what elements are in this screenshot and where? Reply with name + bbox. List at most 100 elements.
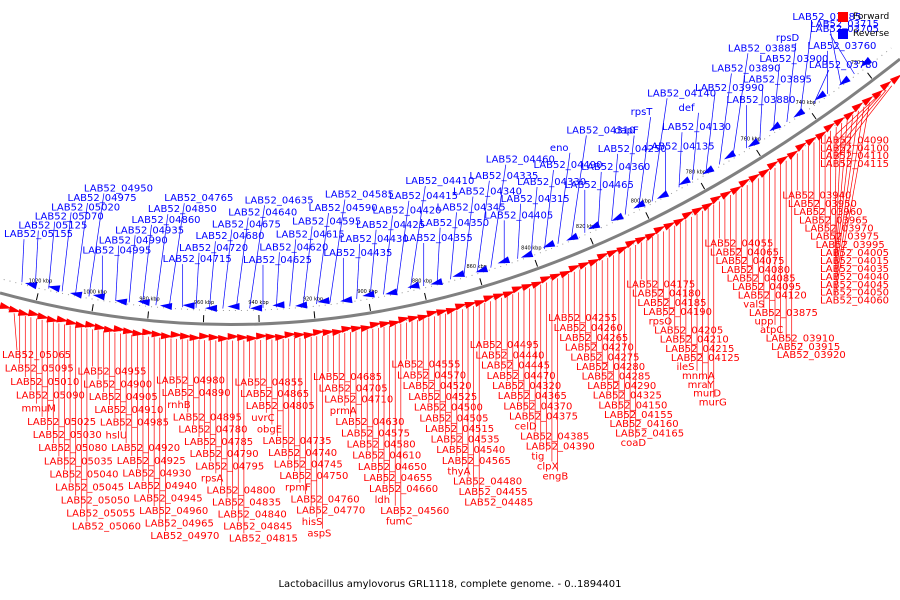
forward-gene-label: LAB52_04280 xyxy=(576,362,645,373)
forward-gene-label: LAB52_04685 xyxy=(313,372,382,383)
reverse-swatch xyxy=(838,28,848,39)
reverse-gene-label: LAB52_04995 xyxy=(82,246,151,257)
forward-gene-arrow xyxy=(776,155,789,166)
reverse-gene-leader xyxy=(530,186,538,255)
forward-gene-label: fumC xyxy=(386,517,413,528)
forward-gene-label: LAB52_04005 xyxy=(820,248,889,259)
reverse-gene-leader xyxy=(409,185,426,290)
forward-gene-arrow xyxy=(464,301,477,309)
reverse-gene-label: LAB52_04635 xyxy=(245,195,314,206)
forward-gene-label: LAB52_04905 xyxy=(89,392,158,403)
forward-gene-arrow xyxy=(388,320,402,328)
scale-tick-label: 1020 kbp xyxy=(29,279,53,285)
reverse-gene-leader xyxy=(829,33,855,75)
reverse-gene-label: LAB52_04340 xyxy=(453,187,522,198)
reverse-gene-leader xyxy=(21,239,25,283)
forward-gene-leader xyxy=(834,89,887,152)
forward-gene-label: atpC xyxy=(760,325,783,336)
forward-gene-label: thyA xyxy=(447,466,470,477)
scale-tick-label: 780 kbp xyxy=(686,169,706,175)
forward-gene-label: LAB52_04520 xyxy=(403,381,472,392)
reverse-gene-leader xyxy=(276,252,280,308)
forward-gene-arrow xyxy=(74,321,88,328)
forward-gene-arrow xyxy=(132,329,145,337)
forward-gene-label: LAB52_04050 xyxy=(820,288,889,299)
forward-gene-label: LAB52_04970 xyxy=(150,531,219,542)
scale-tick-label: 820 kbp xyxy=(576,224,596,230)
forward-gene-arrow xyxy=(37,312,50,320)
reverse-gene-leader xyxy=(638,117,651,209)
forward-gene-label: LAB52_04115 xyxy=(820,159,889,170)
reverse-gene-leader xyxy=(557,152,571,244)
forward-gene-label: LAB52_04890 xyxy=(162,388,231,399)
reverse-gene-arrow xyxy=(385,288,398,296)
genome-backbone xyxy=(0,57,900,326)
forward-gene-arrow xyxy=(160,332,174,340)
reverse-gene-label: LAB52_04680 xyxy=(195,231,264,242)
forward-gene-arrow xyxy=(729,185,743,196)
reverse-gene-arrow xyxy=(860,56,873,67)
forward-gene-label: LAB52_04770 xyxy=(296,506,365,517)
forward-gene-label: LAB52_04185 xyxy=(637,298,706,309)
reverse-gene-label: LAB52_04425 xyxy=(356,220,425,231)
forward-gene-label: LAB52_04650 xyxy=(358,462,427,473)
forward-gene-label: LAB52_04470 xyxy=(487,371,556,382)
reverse-gene-leader xyxy=(396,200,410,292)
reverse-gene-leader xyxy=(48,221,56,289)
scale-tick-label: 740 kbp xyxy=(796,100,816,106)
forward-gene-label: LAB52_04085 xyxy=(727,273,796,284)
forward-gene-label: LAB52_04760 xyxy=(291,494,360,505)
forward-gene-label: tig xyxy=(531,452,544,463)
forward-gene-arrow xyxy=(814,130,827,141)
forward-gene-label: LAB52_04045 xyxy=(820,280,889,291)
reverse-gene-label: LAB52_03880 xyxy=(726,95,795,106)
forward-gene-label: LAB52_05060 xyxy=(72,522,141,533)
reverse-gene-arrow xyxy=(159,302,173,310)
forward-gene-label: LAB52_04180 xyxy=(632,289,701,300)
scale-tick-label: 760 kbp xyxy=(741,137,761,143)
reverse-gene-leader xyxy=(732,53,749,157)
forward-gene-arrow xyxy=(103,325,116,333)
forward-gene-label: LAB52_04925 xyxy=(117,456,186,467)
scale-tick-label: 800 kbp xyxy=(631,198,651,204)
forward-gene-label: LAB52_04055 xyxy=(704,238,773,249)
forward-gene-label: ldh xyxy=(375,495,390,506)
legend-reverse-label: Reverse xyxy=(853,28,890,39)
forward-gene-label: LAB52_04325 xyxy=(593,391,662,402)
forward-gene-arrow xyxy=(624,239,638,249)
forward-gene-label: LAB52_04120 xyxy=(738,291,807,302)
forward-gene-arrow xyxy=(46,315,59,323)
reverse-gene-arrow xyxy=(747,137,760,148)
forward-gene-label: LAB52_04150 xyxy=(598,400,667,411)
forward-gene-arrow xyxy=(587,258,601,267)
reverse-gene-arrow xyxy=(250,304,263,312)
forward-gene-label: LAB52_04710 xyxy=(324,395,393,406)
forward-gene-label: LAB52_04165 xyxy=(615,429,684,440)
reverse-gene-leader xyxy=(302,226,313,306)
scale-tick xyxy=(91,304,94,312)
forward-gene-label: LAB52_04155 xyxy=(604,410,673,421)
forward-gene-label: LAB52_04660 xyxy=(369,484,438,495)
reverse-gene-leader xyxy=(436,227,441,283)
forward-gene-label: LAB52_04125 xyxy=(671,353,740,364)
forward-gene-label: LAB52_03915 xyxy=(771,342,840,353)
reverse-gene-arrow xyxy=(814,90,827,101)
reverse-gene-label: LAB52_04850 xyxy=(148,204,217,215)
reverse-gene-leader xyxy=(61,212,72,292)
forward-gene-label: LAB52_04895 xyxy=(173,412,242,423)
reverse-gene-arrow xyxy=(47,285,61,293)
forward-gene-arrow xyxy=(871,89,884,100)
forward-gene-label: rnhB xyxy=(167,400,191,411)
reverse-gene-label: LAB52_04355 xyxy=(404,233,473,244)
reverse-gene-label: rpsT xyxy=(631,107,654,118)
reverse-gene-leader xyxy=(490,164,507,268)
forward-gene-arrow xyxy=(606,249,619,258)
reverse-gene-arrow xyxy=(272,301,285,309)
reverse-gene-leader xyxy=(597,171,602,227)
reverse-gene-leader xyxy=(142,224,152,304)
forward-gene-arrow xyxy=(360,325,373,333)
reverse-gene-arrow xyxy=(678,176,691,186)
forward-gene-label: LAB52_04365 xyxy=(498,391,567,402)
forward-gene-leader xyxy=(834,118,848,264)
reverse-gene-label: LAB52_03885 xyxy=(728,43,797,54)
